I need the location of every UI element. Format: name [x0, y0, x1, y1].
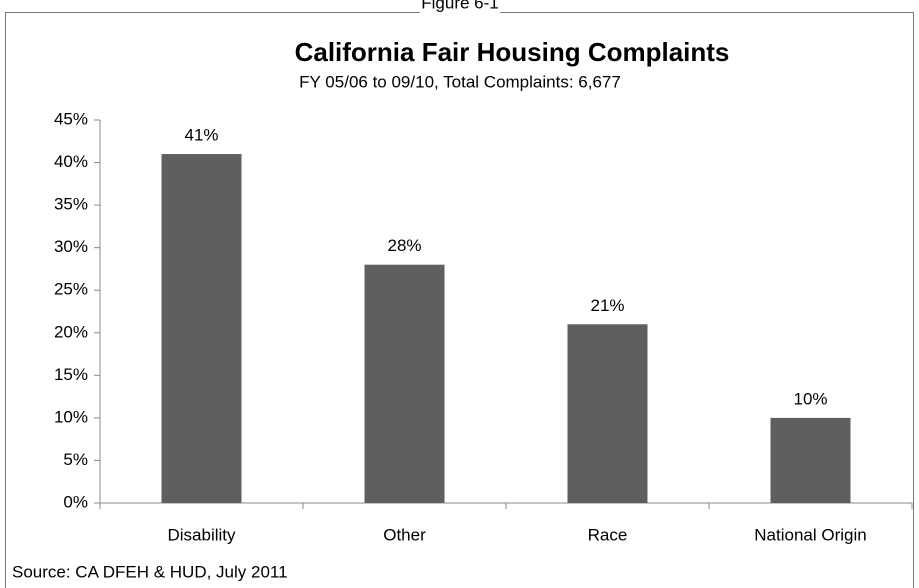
y-tick-label: 20%: [54, 322, 88, 341]
x-tick-label: Race: [588, 525, 628, 544]
bar: [364, 264, 445, 503]
data-label: 41%: [184, 126, 218, 145]
bar: [567, 324, 648, 503]
data-label: 28%: [387, 236, 421, 255]
caption-backdrop: [420, 0, 500, 14]
x-tick-label: National Origin: [754, 525, 866, 544]
x-tick-label: Other: [383, 525, 426, 544]
x-tick-label: Disability: [167, 525, 236, 544]
y-tick-label: 15%: [54, 365, 88, 384]
chart-title: California Fair Housing Complaints: [295, 37, 730, 67]
source-note: Source: CA DFEH & HUD, July 2011: [12, 562, 288, 581]
y-tick-label: 45%: [54, 109, 88, 128]
y-tick-label: 5%: [63, 450, 88, 469]
y-tick-label: 30%: [54, 237, 88, 256]
data-label: 21%: [590, 296, 624, 315]
y-tick-label: 35%: [54, 195, 88, 214]
y-tick-label: 25%: [54, 280, 88, 299]
y-tick-label: 40%: [54, 152, 88, 171]
data-label: 10%: [793, 389, 827, 408]
bar: [770, 417, 851, 503]
y-tick-label: 10%: [54, 407, 88, 426]
bar: [161, 154, 242, 504]
chart-subtitle: FY 05/06 to 09/10, Total Complaints: 6,6…: [299, 72, 621, 91]
caption: Figure 6-1: [421, 0, 498, 12]
y-tick-label: 0%: [63, 492, 88, 511]
